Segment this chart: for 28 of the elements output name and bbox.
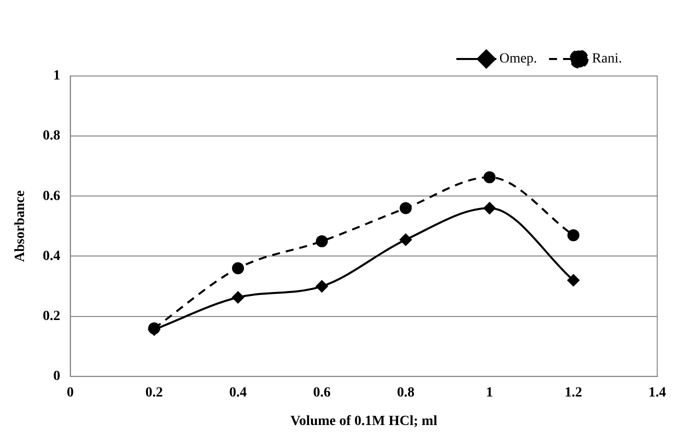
y-tick-label: 0.6: [42, 188, 60, 204]
point: [567, 229, 580, 242]
x-tick-label: 1.4: [648, 385, 666, 400]
point: [316, 235, 328, 248]
y-tick-label: 1: [53, 68, 60, 84]
y-axis-title: Absorbance: [13, 190, 28, 262]
point: [484, 202, 496, 214]
x-tick-label: 0: [66, 385, 74, 400]
x-tick-label: 0.8: [396, 385, 414, 400]
legend-label: Omep.: [499, 52, 538, 67]
y-tick-label: 0.8: [42, 128, 60, 144]
point: [484, 171, 496, 184]
x-tick-label: 0.4: [229, 385, 247, 400]
x-tick-label: 0.2: [145, 385, 163, 400]
y-tick-label: 0: [53, 369, 60, 384]
legend-label: Rani.: [592, 52, 622, 67]
x-tick-label: 1.2: [564, 385, 582, 400]
point: [400, 202, 412, 214]
point: [232, 291, 244, 304]
y-tick-label: 0.4: [42, 248, 60, 264]
x-tick-label: 1: [486, 385, 494, 400]
x-axis-title: Volume of 0.1M HCl; ml: [290, 414, 438, 430]
point: [316, 280, 328, 292]
point: [567, 274, 580, 286]
point: [400, 234, 412, 246]
y-tick-label: 0.2: [42, 308, 60, 324]
point: [232, 262, 244, 274]
x-tick-label: 0.6: [313, 385, 331, 400]
